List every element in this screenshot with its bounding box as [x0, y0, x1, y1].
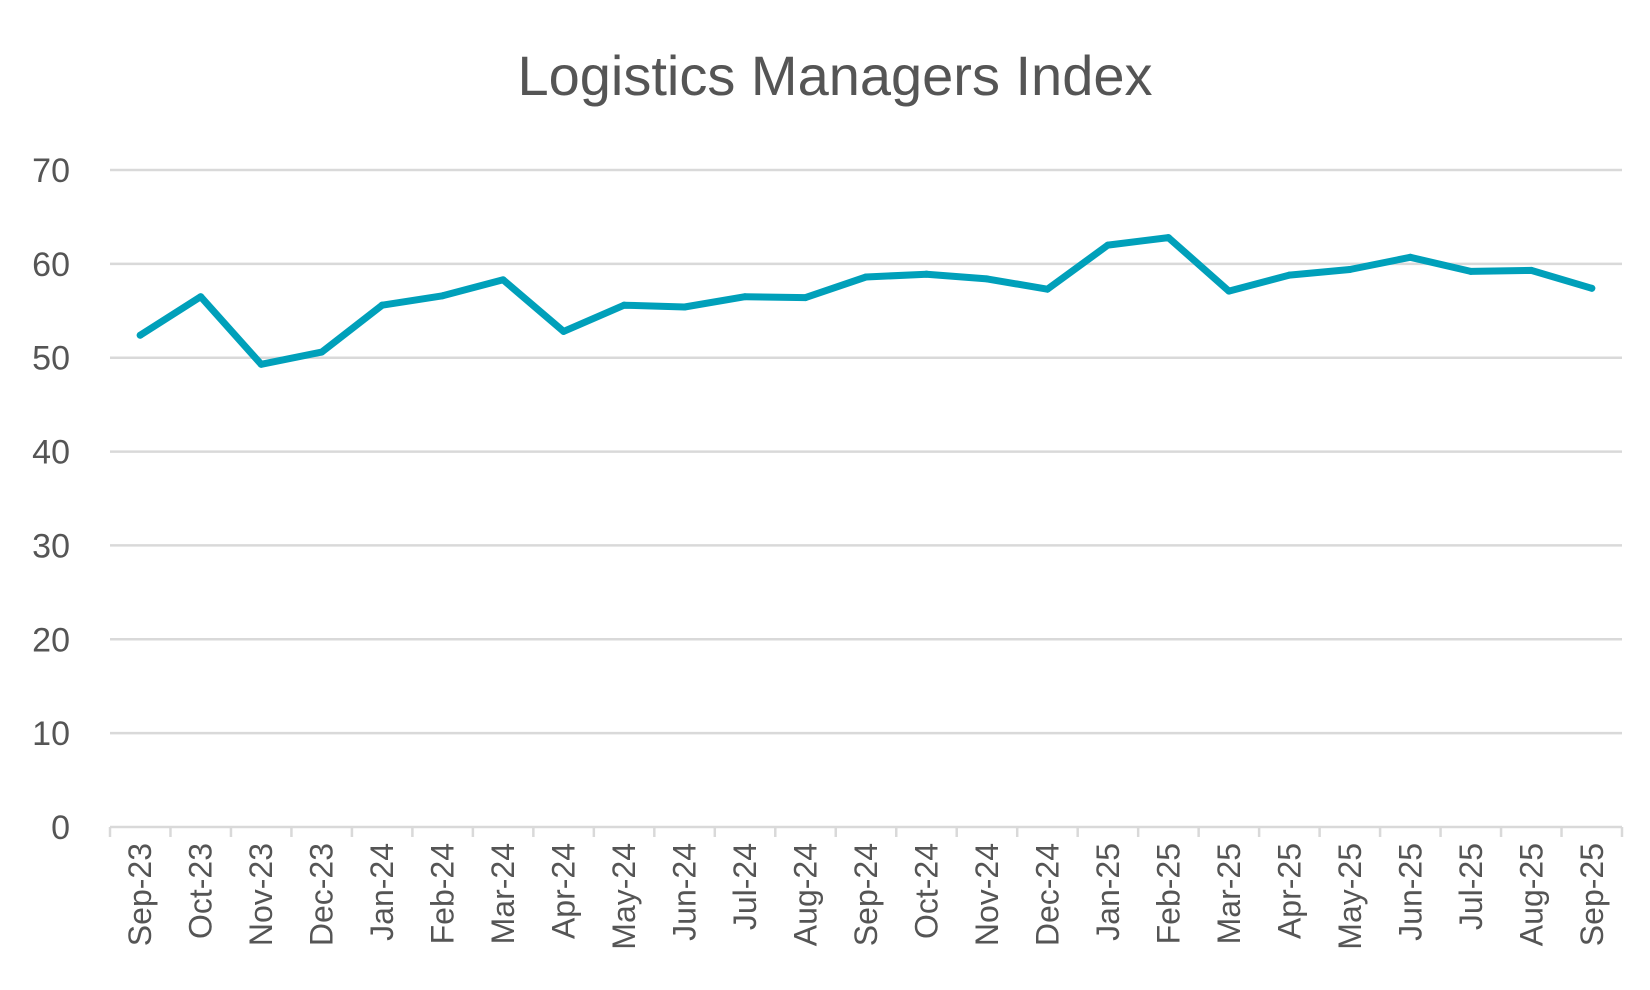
series-layer — [136, 234, 1596, 368]
x-tick-label: Sep-24 — [848, 843, 884, 946]
data-point — [922, 270, 930, 278]
y-tick-label: 20 — [32, 621, 70, 659]
data-point — [1043, 285, 1051, 293]
data-point — [1104, 241, 1112, 249]
data-point — [1406, 253, 1414, 261]
y-tick-label: 40 — [32, 434, 70, 472]
x-tick-label: Jun-24 — [667, 843, 703, 941]
x-tick-label: Jul-24 — [727, 843, 763, 930]
data-point — [802, 294, 810, 302]
x-tick-label: May-25 — [1332, 843, 1368, 950]
x-tick-label: Apr-24 — [546, 843, 582, 939]
x-tick-label: Nov-24 — [969, 843, 1005, 946]
x-tick-label: Jan-25 — [1090, 843, 1126, 941]
data-point — [1225, 287, 1233, 295]
y-tick-label: 50 — [32, 340, 70, 378]
data-point — [1164, 234, 1172, 242]
x-tick-label: Mar-24 — [485, 843, 521, 944]
data-point — [741, 293, 749, 301]
y-tick-label: 70 — [32, 152, 70, 190]
x-tick-label: Feb-25 — [1150, 843, 1186, 944]
x-tick-label: Sep-25 — [1574, 843, 1610, 946]
data-point — [1467, 267, 1475, 275]
x-tick-label: Aug-24 — [788, 843, 824, 946]
x-tick-label: Oct-24 — [908, 843, 944, 939]
data-point — [318, 348, 326, 356]
x-axis-ticks: Sep-23 Oct-23 Nov-23 Dec-23 Jan-24 Feb-24 Mar-… — [122, 843, 1610, 950]
data-point — [620, 301, 628, 309]
x-axis — [108, 825, 1624, 837]
x-tick-label: Oct-23 — [183, 843, 219, 939]
data-point — [499, 276, 507, 284]
y-axis-ticks: 0 10 20 30 40 50 60 70 — [32, 152, 70, 847]
data-point — [197, 293, 205, 301]
y-tick-label: 10 — [32, 715, 70, 753]
y-tick-label: 0 — [51, 809, 70, 847]
data-point — [560, 327, 568, 335]
data-point — [136, 331, 144, 339]
gridlines — [110, 168, 1622, 735]
data-point — [681, 303, 689, 311]
x-tick-label: Jul-25 — [1453, 843, 1489, 930]
x-tick-label: Dec-24 — [1029, 843, 1065, 946]
x-tick-label: Feb-24 — [425, 843, 461, 944]
data-point — [862, 273, 870, 281]
x-tick-label: Jan-24 — [364, 843, 400, 941]
y-tick-label: 30 — [32, 527, 70, 565]
x-tick-label: Sep-23 — [122, 843, 158, 946]
x-tick-label: Apr-25 — [1271, 843, 1307, 939]
chart-title: Logistics Managers Index — [517, 44, 1152, 107]
data-point — [1346, 265, 1354, 273]
x-tick-label: Aug-25 — [1513, 843, 1549, 946]
data-point — [1527, 266, 1535, 274]
x-tick-label: Mar-25 — [1211, 843, 1247, 944]
data-point — [257, 360, 265, 368]
x-tick-label: Nov-23 — [243, 843, 279, 946]
x-tick-label: May-24 — [606, 843, 642, 950]
data-point — [983, 275, 991, 283]
y-tick-label: 60 — [32, 246, 70, 284]
series-line-0 — [136, 234, 1596, 368]
x-tick-label: Dec-23 — [304, 843, 340, 946]
data-point — [378, 301, 386, 309]
data-point — [1588, 284, 1596, 292]
data-point — [439, 292, 447, 300]
x-tick-label: Jun-25 — [1392, 843, 1428, 941]
data-point — [1285, 271, 1293, 279]
